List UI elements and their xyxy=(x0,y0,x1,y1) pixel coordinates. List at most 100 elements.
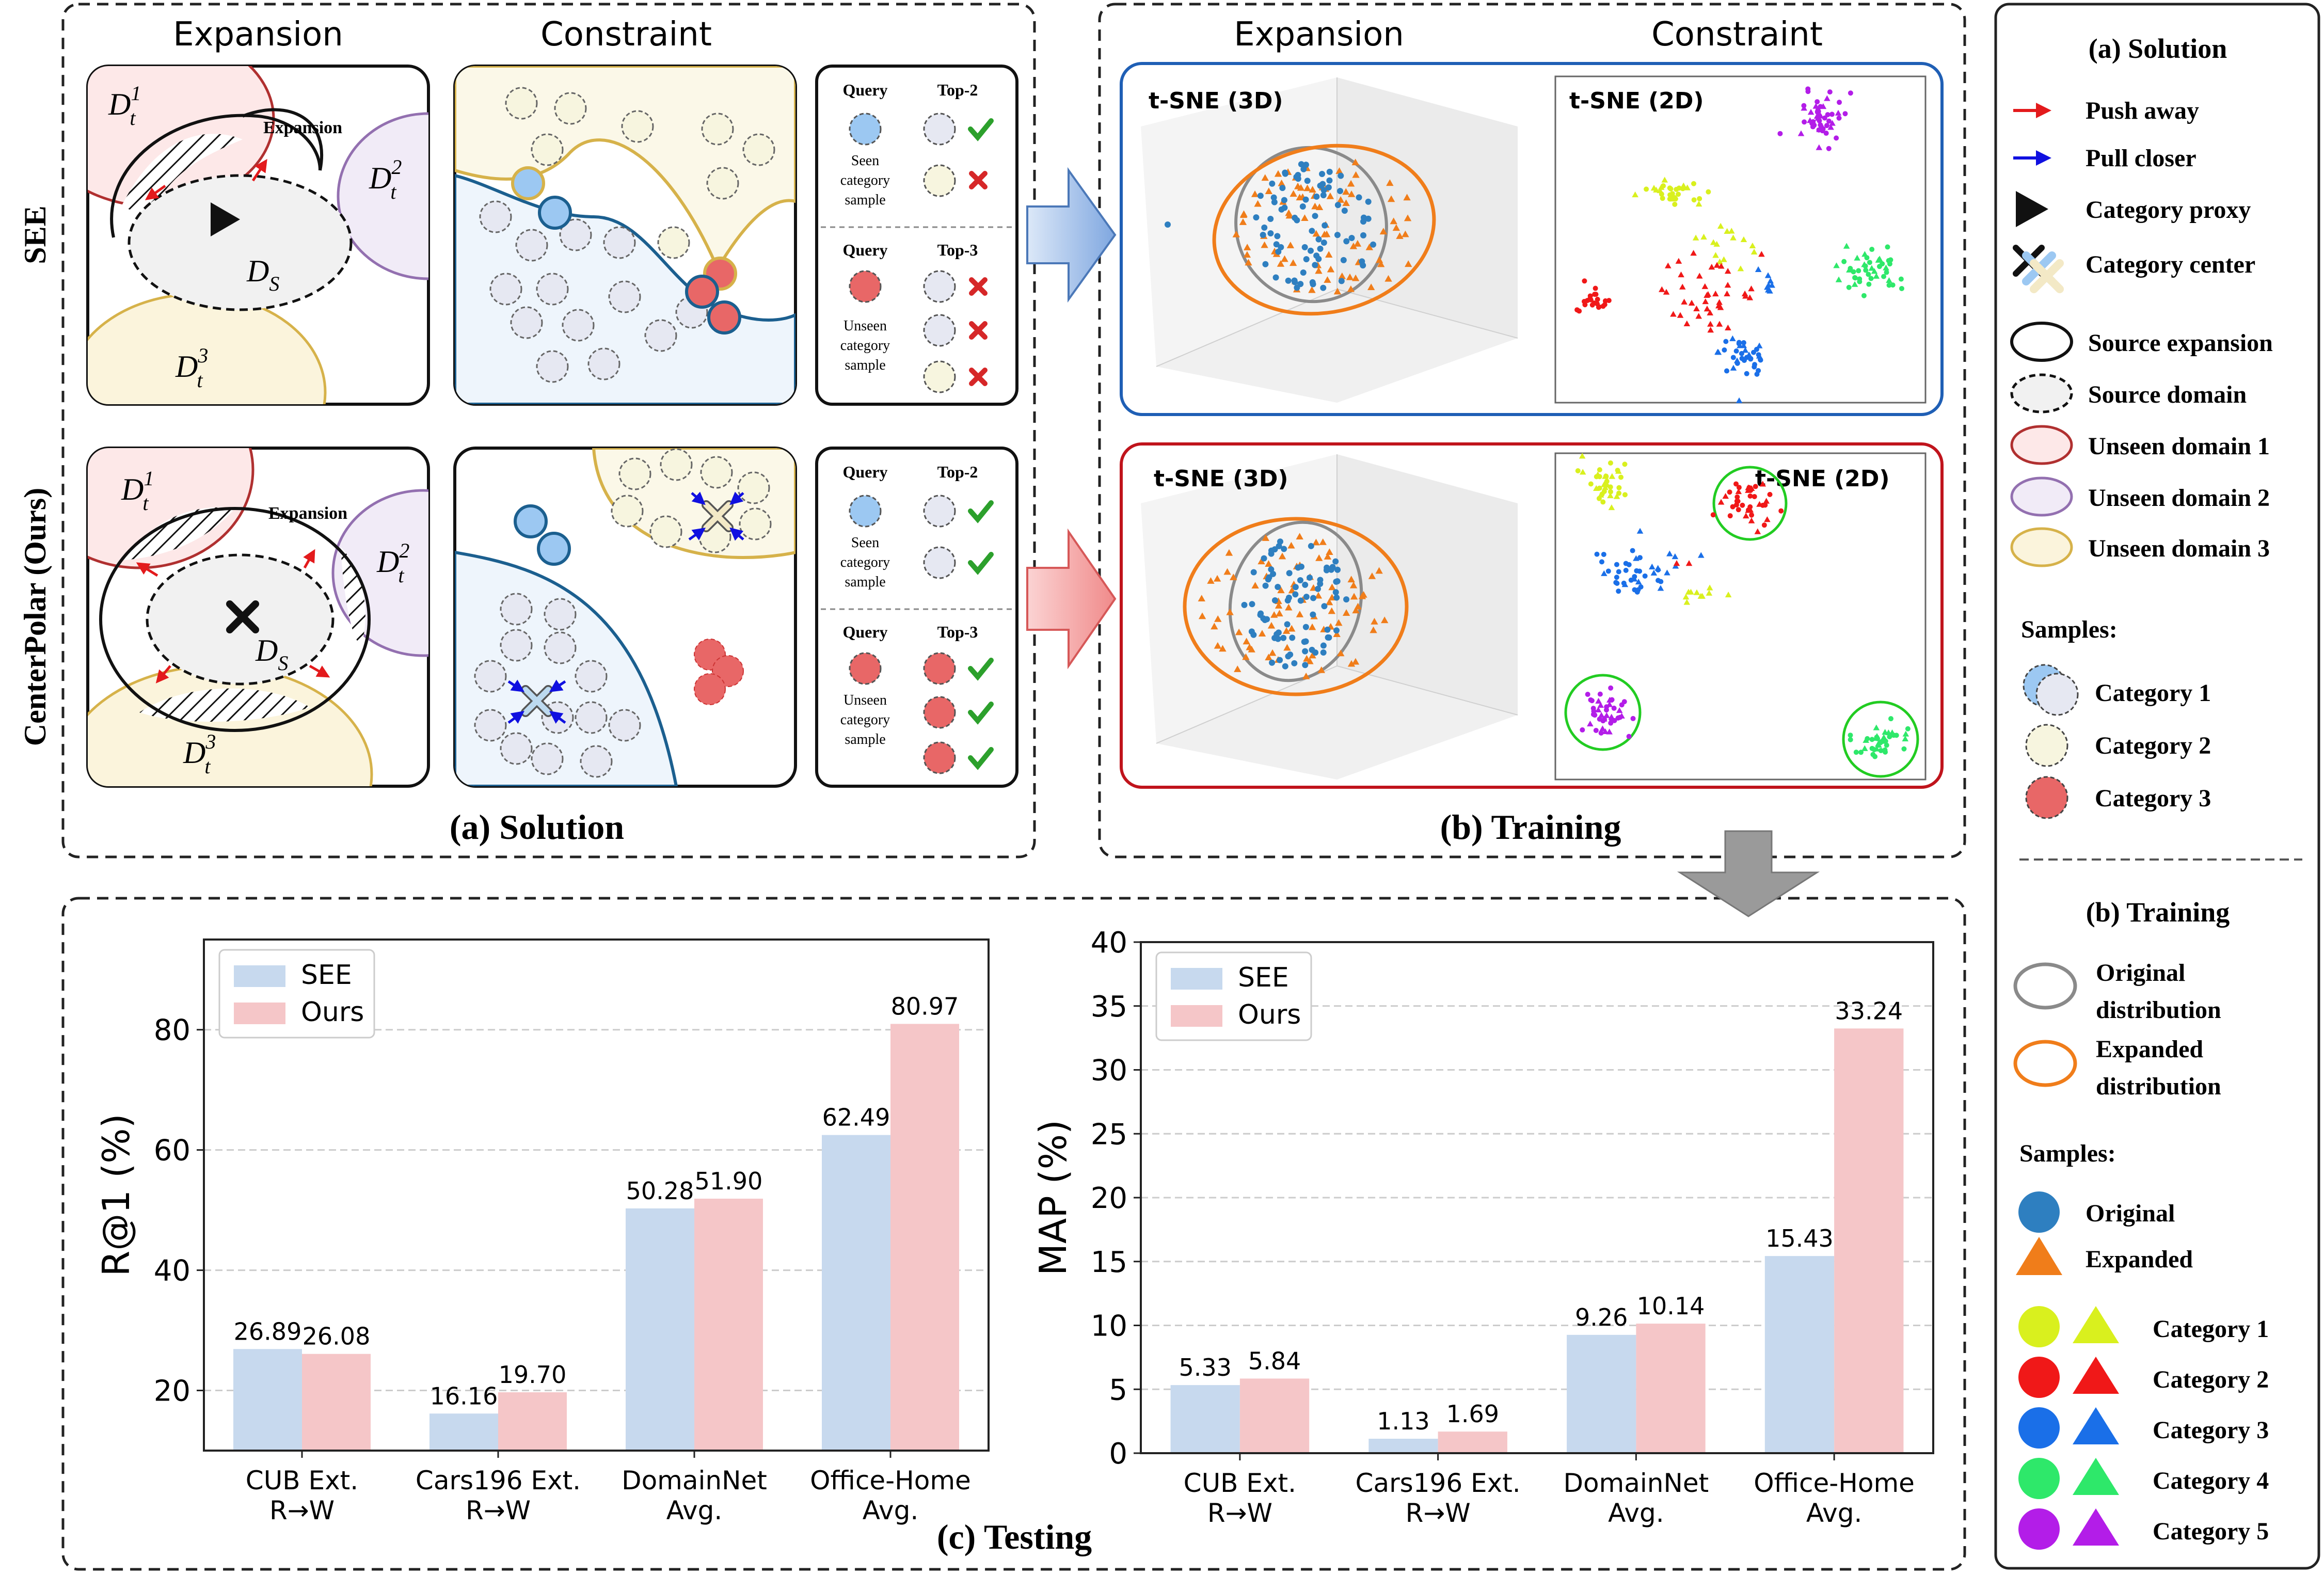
ours-sample-cloud xyxy=(474,448,772,778)
tsne-point xyxy=(1303,594,1310,600)
y-tick-label: 0 xyxy=(1109,1437,1127,1471)
legend-c2: Category 2 xyxy=(2153,1366,2269,1393)
x-tick-label: CUB Ext. xyxy=(246,1466,358,1496)
legend-unseen-domain-1: Unseen domain 1 xyxy=(2088,433,2270,460)
tsne-point xyxy=(1281,197,1287,203)
solution-frame xyxy=(61,3,1036,858)
tsne-point xyxy=(1736,485,1742,490)
tsne-point xyxy=(1667,185,1673,191)
ours-original-distribution xyxy=(1228,520,1363,682)
tsne-point xyxy=(1666,550,1673,556)
tsne-point xyxy=(1871,268,1878,274)
y-tick-label: 35 xyxy=(1091,990,1127,1024)
bar-value-label: 1.69 xyxy=(1446,1400,1499,1428)
tsne-point xyxy=(1371,617,1378,625)
tsne-point xyxy=(1327,265,1335,273)
tsne-point xyxy=(1602,728,1609,735)
x-tick-label: R→W xyxy=(1406,1498,1471,1528)
tsne-point xyxy=(1824,123,1829,129)
ours-unseen-desc: Unseen xyxy=(843,692,887,708)
tsne-point xyxy=(1582,302,1588,308)
sample-circle xyxy=(554,92,587,125)
legend-original-distribution: Original xyxy=(2096,959,2185,987)
tsne-point xyxy=(1733,481,1739,487)
bar-value-label: 1.13 xyxy=(1377,1407,1429,1435)
tsne-point xyxy=(1735,499,1741,504)
category-1-sample-icon xyxy=(2035,673,2079,716)
category-dot-icon xyxy=(2018,1357,2060,1398)
tsne-point xyxy=(1642,573,1648,579)
unseen-domain-3-legend-icon xyxy=(2010,527,2073,567)
tsne-point xyxy=(1328,607,1335,614)
tsne-point xyxy=(1251,582,1259,588)
query-sample-cat3 xyxy=(849,270,882,303)
legend-unseen-domain-3: Unseen domain 3 xyxy=(2088,535,2270,562)
tsne-point xyxy=(1599,559,1604,565)
tsne-point xyxy=(1745,352,1753,358)
tsne-point xyxy=(1253,214,1260,221)
tsne-point xyxy=(1597,717,1602,722)
legend-swatch xyxy=(234,965,285,987)
category-2-sample-icon xyxy=(2025,724,2068,767)
tsne-point xyxy=(1658,579,1664,584)
tsne-point xyxy=(1869,247,1875,252)
training-title: (b) Training xyxy=(1440,807,1621,847)
tsne-point xyxy=(1636,528,1644,534)
tsne-point xyxy=(1725,591,1732,598)
see-unseen-desc: Unseen xyxy=(843,318,887,334)
tsne-point xyxy=(1742,347,1749,353)
source-expansion-curve xyxy=(110,114,322,238)
tsne-point xyxy=(1814,99,1820,105)
tsne-point xyxy=(1898,276,1904,282)
tsne-point xyxy=(1890,282,1896,288)
tsne-point xyxy=(1621,581,1629,587)
tsne-point xyxy=(1315,554,1323,561)
sample-circle xyxy=(611,495,644,528)
query-sample-cat1 xyxy=(849,113,882,146)
ours-training-panel: t-SNE (3D) t-SNE (2D) xyxy=(1120,442,1944,789)
bar-see xyxy=(1764,1256,1835,1453)
tsne-point xyxy=(1267,230,1274,236)
tsne-point xyxy=(1606,701,1613,707)
tsne-point xyxy=(1333,630,1341,637)
tsne-point xyxy=(1749,242,1756,249)
tsne-point xyxy=(1881,274,1887,279)
bar-value-label: 5.33 xyxy=(1179,1354,1232,1381)
tsne-point xyxy=(1585,692,1590,697)
x-tick-label: Office-Home xyxy=(1754,1468,1915,1498)
sample-circle xyxy=(649,515,682,548)
tsne-point xyxy=(1284,597,1291,604)
sample-circle xyxy=(479,200,512,233)
tsne-point xyxy=(1702,298,1709,305)
tsne-point xyxy=(1285,277,1292,284)
pull-arrow xyxy=(729,527,744,541)
tsne-point xyxy=(1744,371,1749,376)
pull-arrow xyxy=(691,491,706,505)
bar-value-label: 26.89 xyxy=(234,1317,302,1345)
tsne-point xyxy=(1777,131,1783,136)
tsne-point xyxy=(1692,234,1699,241)
tsne-point xyxy=(1693,305,1700,311)
tsne-point xyxy=(1274,170,1282,177)
tsne-point xyxy=(1762,502,1768,508)
tsne-point xyxy=(1403,194,1411,201)
tsne-point xyxy=(1807,109,1814,115)
see-expanded-distribution xyxy=(1212,144,1436,316)
ours-unseen-top-header: Top-3 xyxy=(937,623,978,641)
bar-value-label: 10.14 xyxy=(1637,1292,1705,1320)
legend-samples-title: Samples: xyxy=(2021,616,2118,643)
category-triangle-icon xyxy=(2073,1407,2119,1444)
tsne-point xyxy=(1750,248,1758,255)
tsne-point xyxy=(1736,507,1741,513)
tsne-point xyxy=(1333,594,1340,601)
bar-value-label: 15.43 xyxy=(1765,1224,1834,1252)
tsne-point xyxy=(1659,286,1665,292)
tsne-point xyxy=(1272,274,1279,281)
tsne-point xyxy=(1606,696,1613,703)
tsne-point xyxy=(1861,251,1868,257)
dt1-label: D1 t xyxy=(108,82,141,130)
ours-constraint-panel xyxy=(453,447,797,788)
tsne-point xyxy=(1707,309,1714,315)
tsne-point xyxy=(1691,197,1697,203)
tsne-point xyxy=(1883,264,1889,271)
